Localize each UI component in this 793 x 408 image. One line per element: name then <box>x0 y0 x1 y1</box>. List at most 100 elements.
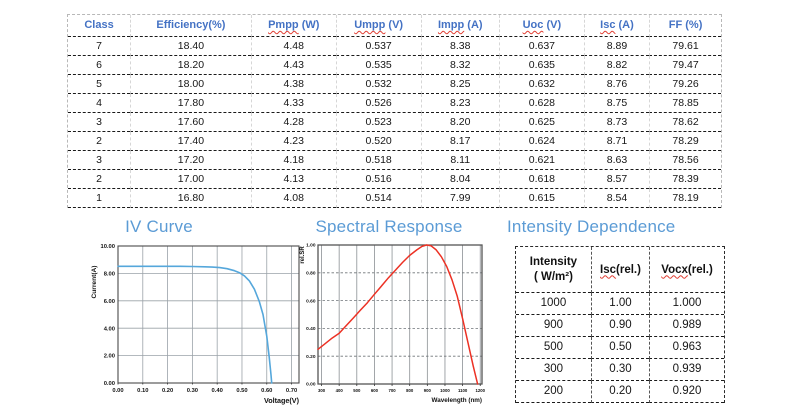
table-cell: 78.39 <box>649 170 721 189</box>
performance-table: Class Efficiency(%) Pmpp (W) Umpp (V) Impp (… <box>67 14 722 208</box>
table-cell: 4.18 <box>250 151 336 170</box>
table-cell: 0.50 <box>590 337 650 359</box>
table-row: 3 17.20 4.18 0.518 8.11 0.621 8.63 78.56 <box>68 151 721 170</box>
column-header: Umpp (V) <box>335 15 421 37</box>
table-row: 4 17.80 4.33 0.526 8.23 0.628 8.75 78.85 <box>68 94 721 113</box>
table-cell: 8.11 <box>420 151 499 170</box>
table-cell: 4.13 <box>250 170 336 189</box>
y-tick-label: 10.00 <box>100 244 115 250</box>
x-tick-label: 400 <box>336 388 344 393</box>
table-cell: 0.989 <box>649 315 724 337</box>
table-row: 6 18.20 4.43 0.535 8.32 0.635 8.82 79.47 <box>68 56 721 75</box>
table-cell: 0.615 <box>498 189 584 208</box>
table-cell: 17.60 <box>130 113 251 132</box>
table-cell: 0.635 <box>498 56 584 75</box>
table-row: 2 17.40 4.23 0.520 8.17 0.624 8.71 78.29 <box>68 132 721 151</box>
table-cell: 0.20 <box>590 381 650 403</box>
table-cell: 78.85 <box>649 94 721 113</box>
table-cell: 79.61 <box>649 37 721 56</box>
table-cell: 0.532 <box>335 75 421 94</box>
table-row: 1 16.80 4.08 0.514 7.99 0.615 8.54 78.19 <box>68 189 721 208</box>
plot-border <box>317 244 483 385</box>
x-tick-label: 0.00 <box>112 388 123 394</box>
table-cell: 17.80 <box>130 94 251 113</box>
table-cell: 0.514 <box>335 189 421 208</box>
table-cell: 0.628 <box>498 94 584 113</box>
y-axis-title: rel.SR <box>300 246 306 264</box>
table-cell: 4.43 <box>250 56 336 75</box>
x-tick-label: 300 <box>318 388 326 393</box>
table-cell: 0.618 <box>498 170 584 189</box>
x-tick-label: 0.50 <box>236 388 247 394</box>
intensity-table-body: 1000 1.00 1.000 900 0.90 0.989 500 0.50 0.963 300… <box>516 293 724 403</box>
header-row: Intensity ( W/m²) Isc(rel.) Vocx(rel.) <box>516 247 724 293</box>
table-cell: 200 <box>516 381 591 403</box>
y-tick-label: 0.20 <box>306 354 316 360</box>
table-row: 300 0.30 0.939 <box>516 359 724 381</box>
table-cell: 0.939 <box>649 359 724 381</box>
table-cell: 4 <box>68 94 131 113</box>
table-cell: 0.920 <box>649 381 724 403</box>
column-header: Class <box>68 15 131 37</box>
y-tick-label: 0.80 <box>306 271 316 277</box>
table-cell: 17.40 <box>130 132 251 151</box>
table-cell: 500 <box>516 337 591 359</box>
table-row: 7 18.40 4.48 0.537 8.38 0.637 8.89 79.61 <box>68 37 721 56</box>
spectral-response-chart: 300 400 500 600 700 800 900 1000 1100 1200 0.00 0.2… <box>300 243 486 404</box>
iv_curve-line <box>117 265 273 384</box>
table-cell: 7.99 <box>420 189 499 208</box>
table-cell: 17.20 <box>130 151 251 170</box>
table-cell: 8.76 <box>583 75 650 94</box>
table-cell: 0.621 <box>498 151 584 170</box>
table-cell: 4.33 <box>250 94 336 113</box>
table-cell: 8.04 <box>420 170 499 189</box>
table-cell: 0.516 <box>335 170 421 189</box>
table-cell: 8.17 <box>420 132 499 151</box>
table-cell: 0.523 <box>335 113 421 132</box>
table-cell: 4.38 <box>250 75 336 94</box>
table-cell: 16.80 <box>130 189 251 208</box>
column-header-label: Isc(rel.) <box>600 263 641 276</box>
plot-border <box>117 245 300 384</box>
y-tick-label: 8.00 <box>104 271 115 277</box>
table-cell: 8.82 <box>583 56 650 75</box>
x-tick-label: 1200 <box>475 388 485 393</box>
x-tick-label: 0.70 <box>286 388 297 394</box>
x-tick-label: 1000 <box>440 388 450 393</box>
x-tick-label: 0.20 <box>162 388 173 394</box>
x-axis-title: Wavelength (nm) <box>432 397 483 404</box>
y-tick-label: 0.40 <box>306 326 316 332</box>
x-tick-label: 700 <box>388 388 396 393</box>
table-cell: 1 <box>68 189 131 208</box>
table-cell: 8.63 <box>583 151 650 170</box>
x-tick-label: 0.40 <box>212 388 223 394</box>
column-header-label: Intensity <box>529 255 578 268</box>
y-tick-label: 0.00 <box>104 381 115 387</box>
table-row: 5 18.00 4.38 0.532 8.25 0.632 8.76 79.26 <box>68 75 721 94</box>
column-header: Impp (A) <box>420 15 499 37</box>
table-row: 2 17.00 4.13 0.516 8.04 0.618 8.57 78.39 <box>68 170 721 189</box>
table-cell: 0.637 <box>498 37 584 56</box>
column-header-unit: ( W/m²) <box>533 270 573 283</box>
table-cell: 0.537 <box>335 37 421 56</box>
y-tick-label: 6.00 <box>104 299 115 305</box>
table-cell: 8.54 <box>583 189 650 208</box>
table-cell: 4.48 <box>250 37 336 56</box>
x-tick-label: 1100 <box>458 388 468 393</box>
table-cell: 4.08 <box>250 189 336 208</box>
table-cell: 79.47 <box>649 56 721 75</box>
y-tick-label: 4.00 <box>104 326 115 332</box>
column-header: Isc(rel.) <box>590 247 650 293</box>
table-cell: 5 <box>68 75 131 94</box>
table-cell: 6 <box>68 56 131 75</box>
table-cell: 4.28 <box>250 113 336 132</box>
table-cell: 8.75 <box>583 94 650 113</box>
performance-table-head: Class Efficiency(%) Pmpp (W) Umpp (V) Impp (… <box>68 15 721 37</box>
iv-curve-chart: 0.00 0.10 0.20 0.30 0.40 0.50 0.60 0.70 0.00 2.00… <box>91 244 300 405</box>
intensity-table-head: Intensity ( W/m²) Isc(rel.) Vocx(rel.) <box>516 247 724 293</box>
table-cell: 0.30 <box>590 359 650 381</box>
table-row: 900 0.90 0.989 <box>516 315 724 337</box>
table-cell: 78.56 <box>649 151 721 170</box>
table-cell: 3 <box>68 113 131 132</box>
y-tick-label: 2.00 <box>104 354 115 360</box>
